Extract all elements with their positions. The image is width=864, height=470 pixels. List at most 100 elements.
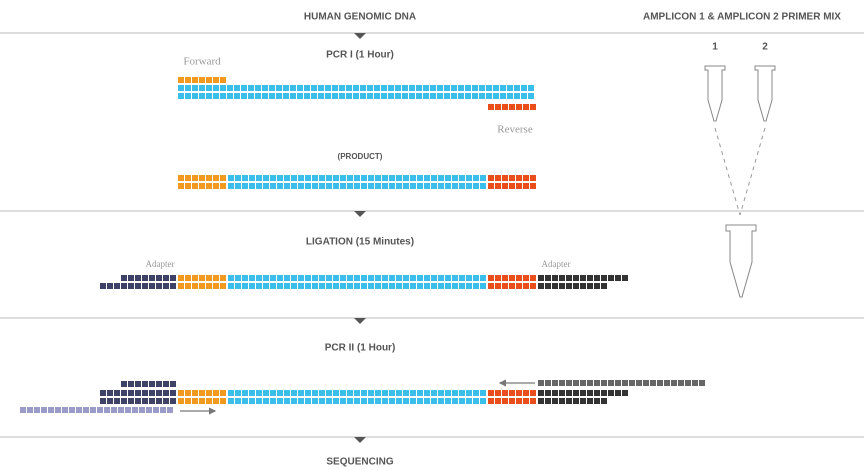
adapter — [121, 398, 127, 404]
index-primer — [622, 380, 628, 386]
genomic-dna — [451, 85, 457, 91]
reverse-segment — [502, 175, 508, 181]
amplicon — [382, 390, 388, 396]
genomic-dna — [192, 85, 198, 91]
amplicon — [242, 175, 248, 181]
amplicon — [312, 275, 318, 281]
amplicon — [389, 275, 395, 281]
header-right: AMPLICON 1 & AMPLICON 2 PRIMER MIX — [643, 12, 841, 23]
amplicon — [291, 283, 297, 289]
genomic-dna — [493, 85, 499, 91]
index-primer — [167, 407, 173, 413]
amplicon — [305, 175, 311, 181]
amplicon — [424, 175, 430, 181]
amplicon — [403, 398, 409, 404]
index-primer — [615, 380, 621, 386]
amplicon — [326, 183, 332, 189]
amplicon — [382, 398, 388, 404]
adapter — [622, 275, 628, 281]
amplicon — [256, 283, 262, 289]
genomic-dna — [493, 93, 499, 99]
amplicon — [291, 398, 297, 404]
reverse-segment — [488, 390, 494, 396]
genomic-dna — [339, 85, 345, 91]
amplicon — [473, 390, 479, 396]
genomic-dna — [416, 85, 422, 91]
amplicon — [277, 283, 283, 289]
amplicon — [382, 275, 388, 281]
genomic-dna — [430, 85, 436, 91]
index-primer — [132, 407, 138, 413]
tube — [704, 65, 726, 122]
forward-segment — [220, 283, 226, 289]
adapter — [121, 381, 127, 387]
adapter — [545, 275, 551, 281]
adapter — [538, 283, 544, 289]
reverse-segment — [509, 283, 515, 289]
genomic-dna — [178, 85, 184, 91]
reverse-segment — [509, 398, 515, 404]
index-primer — [139, 407, 145, 413]
genomic-dna — [402, 85, 408, 91]
amplicon — [298, 175, 304, 181]
tube — [754, 65, 776, 122]
adapter — [100, 398, 106, 404]
amplicon — [452, 175, 458, 181]
forward-primer — [220, 77, 226, 83]
adapter — [163, 381, 169, 387]
index-primer — [664, 380, 670, 386]
amplicon — [298, 390, 304, 396]
amplicon — [361, 283, 367, 289]
genomic-dna — [451, 93, 457, 99]
amplicon — [368, 398, 374, 404]
amplicon — [235, 175, 241, 181]
forward-primer — [206, 77, 212, 83]
amplicon — [424, 283, 430, 289]
amplicon — [466, 390, 472, 396]
forward-segment — [213, 175, 219, 181]
genomic-dna — [423, 93, 429, 99]
amplicon — [228, 183, 234, 189]
step-title: LIGATION (15 Minutes) — [306, 237, 414, 248]
amplicon — [368, 275, 374, 281]
adapter — [545, 283, 551, 289]
amplicon — [480, 398, 486, 404]
adapter — [135, 381, 141, 387]
amplicon — [256, 183, 262, 189]
adapter — [601, 283, 607, 289]
amplicon — [417, 183, 423, 189]
amplicon — [354, 398, 360, 404]
reverse-segment — [523, 175, 529, 181]
amplicon — [480, 175, 486, 181]
genomic-dna — [374, 93, 380, 99]
genomic-dna — [374, 85, 380, 91]
adapter — [156, 398, 162, 404]
genomic-dna — [346, 93, 352, 99]
genomic-dna — [430, 93, 436, 99]
adapter — [100, 283, 106, 289]
index-primer — [608, 380, 614, 386]
step-arrow — [354, 211, 366, 217]
amplicon — [424, 275, 430, 281]
adapter — [601, 390, 607, 396]
amplicon — [235, 183, 241, 189]
amplicon — [305, 183, 311, 189]
forward-segment — [213, 283, 219, 289]
forward-segment — [178, 275, 184, 281]
adapter — [100, 390, 106, 396]
index-primer — [685, 380, 691, 386]
amplicon — [361, 390, 367, 396]
adapter — [170, 275, 176, 281]
amplicon — [473, 283, 479, 289]
adapter — [107, 390, 113, 396]
amplicon — [375, 398, 381, 404]
amplicon — [354, 390, 360, 396]
amplicon — [263, 183, 269, 189]
adapter — [156, 381, 162, 387]
amplicon — [256, 275, 262, 281]
forward-segment — [192, 390, 198, 396]
amplicon — [326, 275, 332, 281]
adapter — [580, 275, 586, 281]
amplicon — [431, 398, 437, 404]
